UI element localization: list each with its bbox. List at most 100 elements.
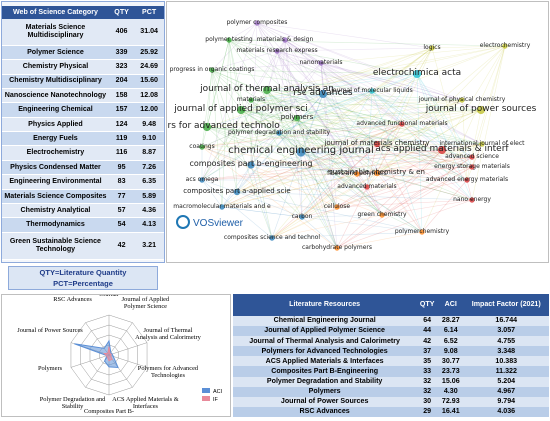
edge <box>276 50 403 125</box>
node <box>262 85 272 95</box>
edge <box>336 156 473 208</box>
edge <box>320 62 358 175</box>
edge <box>376 143 483 174</box>
header-cell: Impact Factor (2021) <box>463 294 549 316</box>
edge <box>201 93 324 148</box>
cell: 57 <box>108 203 135 219</box>
radar-label: Polymers <box>37 365 63 373</box>
header-row: Literature Resources QTY ACI Impact Factor … <box>233 294 549 316</box>
edge <box>336 166 473 208</box>
radar-label: Journal of Power Sources <box>17 326 83 334</box>
edge <box>266 89 324 95</box>
cell: 204 <box>108 74 135 89</box>
cell: 8.87 <box>134 145 164 161</box>
cell: 4.13 <box>134 217 164 233</box>
edge <box>271 47 433 239</box>
edge <box>376 143 423 233</box>
edge <box>336 199 473 208</box>
edge <box>320 62 338 208</box>
cell: 54 <box>108 217 135 233</box>
cell: 4.755 <box>463 336 549 347</box>
edge <box>221 47 433 208</box>
cell: 339 <box>108 45 135 61</box>
edge <box>300 47 433 153</box>
edge <box>271 173 358 239</box>
cell: 5.204 <box>463 376 549 387</box>
node-label: advanced functional materials <box>356 120 447 127</box>
category-table-panel: Web of Science Category QTY PCT Materials S… <box>1 1 165 263</box>
brand: VOSviewer <box>193 218 244 229</box>
edge <box>266 45 506 91</box>
node <box>502 43 508 49</box>
edge <box>201 50 278 181</box>
edge <box>211 69 468 181</box>
edge <box>278 39 286 134</box>
edge <box>228 22 258 41</box>
edge <box>401 123 468 181</box>
edge <box>266 89 403 125</box>
edge <box>276 50 358 175</box>
node-label: nanomaterials <box>299 59 342 66</box>
edge <box>221 206 303 218</box>
cell: 30.77 <box>438 356 464 367</box>
edge <box>376 99 463 174</box>
cell: 12.00 <box>134 102 164 118</box>
edge <box>371 90 443 151</box>
row: RSC Advances 29 16.41 4.036 <box>233 406 549 417</box>
edge <box>271 206 338 239</box>
edge <box>228 39 378 145</box>
cell: 157 <box>108 102 135 118</box>
node <box>248 97 254 103</box>
row: Physics Applied 124 9.48 <box>2 117 164 133</box>
radar-label: Journal of Thermal Analysis and Calorime… <box>135 326 201 341</box>
cell: 323 <box>108 59 135 75</box>
edge <box>301 90 373 218</box>
node <box>233 188 241 196</box>
row: Chemistry Analytical 57 4.36 <box>2 203 164 219</box>
edge <box>278 132 338 249</box>
cell: Energy Fuels <box>2 131 109 147</box>
node <box>299 214 305 220</box>
edge <box>376 123 403 145</box>
edge <box>228 39 273 239</box>
cell: 37 <box>416 346 439 357</box>
edge <box>201 47 433 148</box>
edge <box>301 73 418 218</box>
cell: 116 <box>108 145 135 161</box>
node-label: progress in organic coatings <box>170 66 255 73</box>
node <box>373 140 381 148</box>
cell: Nanoscience Nanotechnology <box>2 88 109 104</box>
node <box>274 48 280 54</box>
node <box>247 161 255 169</box>
cell: Physics Applied <box>2 117 109 133</box>
edge <box>236 191 423 233</box>
edge <box>228 39 238 193</box>
edge <box>211 50 278 71</box>
edge <box>301 143 378 218</box>
radar-label: Polymers for Advanced Technologies <box>137 365 199 380</box>
node <box>429 45 435 51</box>
node-label: materials & design <box>257 36 314 43</box>
node <box>318 60 324 66</box>
edge <box>250 117 298 166</box>
node-label: polymer composites <box>227 19 288 26</box>
edge <box>284 39 443 151</box>
cell: 3.21 <box>134 232 164 261</box>
cell: 4.967 <box>463 386 549 397</box>
node-label: journal of materials chemistry <box>323 139 429 147</box>
edge <box>301 45 506 218</box>
edge <box>211 69 273 239</box>
edge <box>300 123 403 153</box>
node <box>373 169 381 177</box>
node <box>464 177 470 183</box>
radar-label: Journal of Applied Polymer Science <box>121 295 170 310</box>
edge <box>201 69 213 148</box>
edge <box>250 143 378 166</box>
node-label: journal of power sources <box>425 104 537 114</box>
edge <box>228 39 302 153</box>
cell: Chemistry Multidisciplinary <box>2 74 109 89</box>
cell: 32 <box>416 376 439 387</box>
edge <box>228 39 506 47</box>
node <box>202 122 212 132</box>
edge <box>376 143 473 168</box>
